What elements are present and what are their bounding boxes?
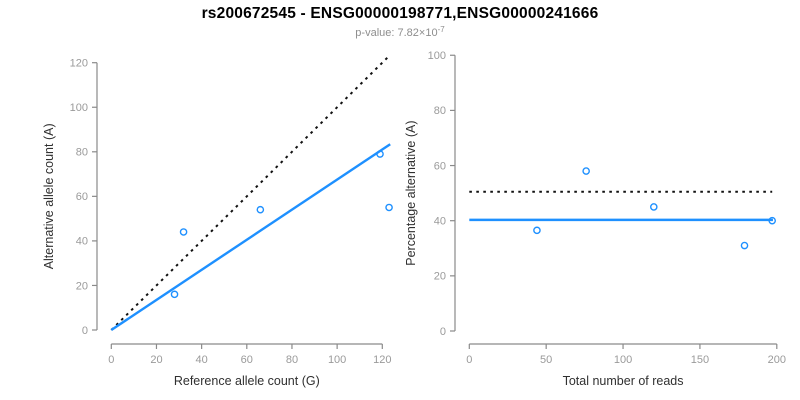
plot-title: rs200672545 - ENSG00000198771,ENSG000002… xyxy=(201,5,599,22)
x-tick-label: 100 xyxy=(614,354,632,366)
y-tick-label: 40 xyxy=(434,216,446,228)
data-point[interactable] xyxy=(768,216,776,225)
x-tick-label: 100 xyxy=(328,354,346,366)
data-point[interactable] xyxy=(385,203,393,212)
data-point[interactable] xyxy=(582,167,590,175)
left-scatter-panel: 0 20 40 60 80 100 120 0 20 40 60 80 100 120 Reference … xyxy=(42,54,393,388)
data-point[interactable] xyxy=(649,203,658,211)
data-point[interactable] xyxy=(170,290,179,299)
x-tick-label: 40 xyxy=(196,354,208,366)
pvalue-text: p-value: 7.82×10 xyxy=(355,27,438,39)
y-tick-label: 80 xyxy=(434,105,446,117)
data-point[interactable] xyxy=(376,150,384,158)
y-tick-label: 80 xyxy=(76,147,88,159)
y-tick-label: 0 xyxy=(440,326,446,338)
y-axis-title: Alternative allele count (A) xyxy=(42,123,56,269)
x-tick-label: 120 xyxy=(373,354,391,366)
data-point[interactable] xyxy=(740,241,749,250)
x-tick-label: 20 xyxy=(150,354,162,366)
y-tick-label: 40 xyxy=(76,236,88,248)
x-tick-label: 200 xyxy=(768,354,786,366)
y-tick-label: 20 xyxy=(434,271,446,283)
y-tick-label: 0 xyxy=(82,325,88,337)
y-tick-label: 100 xyxy=(428,50,446,62)
data-point[interactable] xyxy=(533,226,541,235)
y-tick-label: 20 xyxy=(76,280,88,292)
x-tick-label: 50 xyxy=(540,354,552,366)
y-tick-label: 100 xyxy=(70,102,88,114)
y-tick-label: 120 xyxy=(70,58,88,70)
x-tick-label: 0 xyxy=(466,354,472,366)
x-tick-label: 150 xyxy=(691,354,709,366)
x-tick-label: 60 xyxy=(241,354,253,366)
right-scatter-panel: 0 20 40 60 80 100 0 50 100 150 200 Total number of … xyxy=(404,50,786,388)
y-tick-label: 60 xyxy=(76,191,88,203)
pvalue-exponent: -7 xyxy=(437,25,445,34)
x-axis-title: Total number of reads xyxy=(563,374,684,388)
x-axis-title: Reference allele count (G) xyxy=(174,374,320,388)
fit-line xyxy=(110,143,391,331)
y-tick-label: 60 xyxy=(434,160,446,172)
y-axis-title: Percentage alternative (A) xyxy=(404,121,418,266)
data-point[interactable] xyxy=(256,205,265,214)
identity-line xyxy=(110,54,391,331)
data-point[interactable] xyxy=(179,228,188,236)
plot-subtitle: p-value: 7.82×10-7 xyxy=(0,25,800,39)
x-tick-label: 80 xyxy=(286,354,298,366)
x-tick-label: 0 xyxy=(108,354,114,366)
